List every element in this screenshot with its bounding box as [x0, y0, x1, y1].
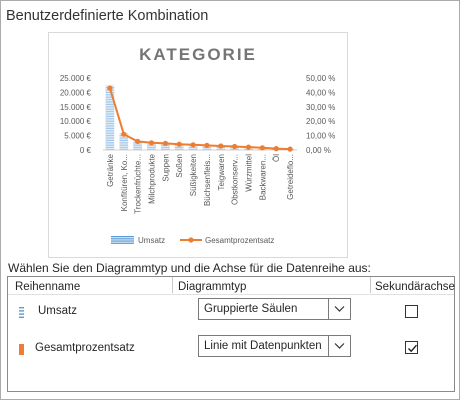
x-tick-label: Getränke [106, 153, 115, 186]
legend-swatch-umsatz [111, 240, 134, 242]
bar-stripe [174, 144, 184, 150]
y-left-tick-label: 15.000 € [60, 103, 92, 112]
x-tick-label: Getreideflo... [286, 154, 295, 200]
line-point [148, 140, 155, 146]
line-point [218, 143, 224, 149]
line-point [190, 142, 196, 148]
y-right-tick-label: 20,00 % [306, 117, 335, 126]
legend-swatch-umsatz [111, 236, 134, 238]
bar-stripe [133, 140, 142, 150]
x-tick-label: Backwaren... [258, 154, 267, 200]
y-right-tick-label: 40,00 % [306, 88, 335, 97]
line-point [259, 145, 265, 151]
series-prompt: Wählen Sie den Diagrammtyp und die Achse… [8, 261, 371, 275]
bar-stripe [161, 143, 170, 150]
series-table: Reihenname Diagrammtyp Sekundärachse Ums… [7, 276, 455, 392]
x-tick-label: Konfitüren, Ko... [120, 154, 129, 211]
bar-stripe [147, 142, 156, 150]
x-tick-label: Teigwaren [217, 154, 226, 190]
line-point [135, 138, 141, 144]
x-tick-label: Milchprodukte [148, 153, 157, 203]
y-right-tick-label: 0,00 % [306, 146, 331, 155]
y-right-tick-label: 30,00 % [306, 103, 335, 112]
dialog-title: Benutzerdefinierte Kombination [6, 8, 209, 24]
legend-swatch-umsatz [111, 242, 134, 244]
line-point [176, 141, 182, 147]
series-name-gesamtprozentsatz: Gesamtprozentsatz [35, 342, 135, 354]
legend-marker-gesamtprozentsatz [188, 237, 194, 243]
legend-label-gesamtprozentsatz: Gesamtprozentsatz [205, 236, 274, 245]
x-tick-label: Obstkonserv... [231, 154, 240, 205]
x-tick-label: Suppen [161, 154, 170, 182]
line-point [245, 144, 252, 150]
chart-preview: KATEGORIE 0 € 5.000 € 10.000 € 15.000 € 20.00… [48, 32, 348, 258]
bar-stripe [105, 85, 115, 150]
y-right-tick-label: 10,00 % [306, 132, 335, 141]
header-divider [8, 294, 454, 295]
y-left-tick-label: 5.000 € [64, 132, 91, 141]
y-left-tick-label: 20.000 € [60, 88, 92, 97]
chevron-down-icon [334, 343, 345, 349]
y-right-tick-label: 50,00 % [306, 74, 335, 83]
x-tick-label: Öl [272, 154, 281, 162]
column-series-icon [19, 305, 24, 318]
chart-svg: KATEGORIE 0 € 5.000 € 10.000 € 15.000 € 20.00… [60, 45, 336, 245]
checkmark-icon [408, 344, 418, 353]
line-point [232, 143, 238, 150]
legend-label-umsatz: Umsatz [138, 236, 165, 245]
x-tick-label: Büchsenfleis... [203, 154, 212, 206]
y-left-tick-label: 10.000 € [60, 117, 92, 126]
secondary-axis-checkbox-gesamtprozentsatz[interactable] [405, 341, 418, 354]
secondary-axis-checkbox-umsatz[interactable] [405, 305, 418, 318]
x-tick-label: Würzmittel [245, 154, 254, 192]
line-point [287, 146, 293, 152]
series-name-umsatz: Umsatz [38, 305, 77, 317]
x-tick-label: Süßigkeiten [189, 154, 198, 196]
header-chart-type: Diagrammtyp [178, 281, 247, 293]
chart-type-dropdown-umsatz[interactable]: Gruppierte Säulen [198, 298, 351, 320]
dropdown-button[interactable] [328, 336, 350, 356]
line-point [273, 146, 279, 152]
chart-title: KATEGORIE [139, 45, 257, 64]
header-separator [370, 277, 371, 293]
chart-type-value: Linie mit Datenpunkten [204, 340, 322, 352]
header-separator [172, 277, 173, 293]
bar-stripe [119, 133, 129, 150]
chart-type-dropdown-gesamtprozentsatz[interactable]: Linie mit Datenpunkten [198, 335, 351, 357]
line-point [204, 142, 210, 148]
header-secondary-axis: Sekundärachse [375, 281, 455, 293]
header-series-name: Reihenname [15, 281, 81, 293]
x-tick-label: Trockenfrüchte... [134, 154, 143, 214]
chevron-down-icon [334, 306, 345, 312]
legend-swatch-umsatz [111, 238, 134, 240]
line-point [121, 131, 127, 137]
line-point [107, 85, 113, 91]
y-left-tick-label: 0 € [80, 146, 92, 155]
line-series-icon [19, 342, 24, 355]
y-left-tick-label: 25.000 € [60, 74, 92, 83]
chart-type-value: Gruppierte Säulen [204, 303, 298, 315]
dropdown-button[interactable] [328, 299, 350, 319]
x-tick-label: Soßen [175, 154, 184, 178]
line-point [162, 140, 168, 146]
